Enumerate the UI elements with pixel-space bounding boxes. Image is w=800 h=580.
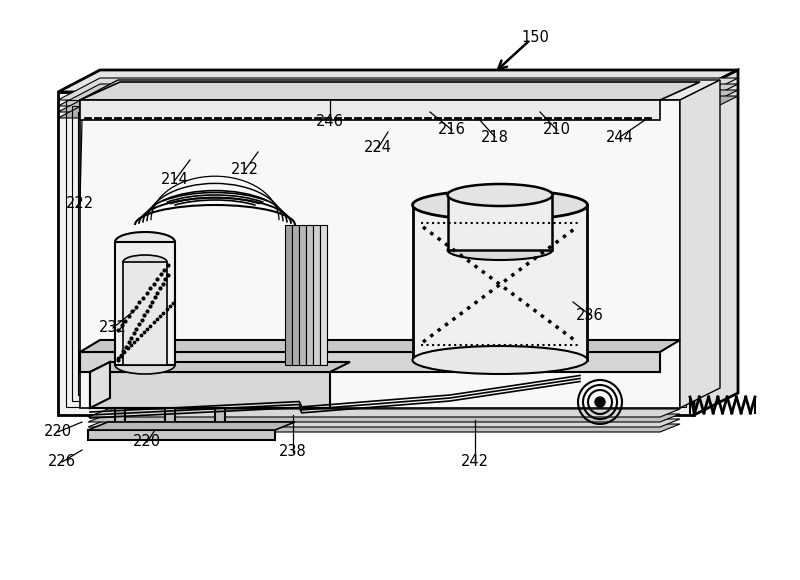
Polygon shape — [123, 262, 167, 365]
Text: 238: 238 — [279, 444, 307, 459]
Polygon shape — [80, 352, 660, 372]
Text: 246: 246 — [316, 114, 344, 129]
Polygon shape — [448, 195, 552, 250]
Polygon shape — [58, 78, 738, 100]
Polygon shape — [90, 362, 350, 372]
Ellipse shape — [413, 346, 587, 374]
Polygon shape — [313, 225, 320, 365]
Text: 232: 232 — [99, 321, 127, 335]
Polygon shape — [58, 92, 694, 415]
Polygon shape — [58, 90, 738, 112]
Ellipse shape — [115, 232, 175, 252]
Polygon shape — [58, 84, 738, 106]
Polygon shape — [215, 408, 225, 432]
Text: 236: 236 — [576, 307, 604, 322]
Text: 222: 222 — [66, 195, 94, 211]
Ellipse shape — [447, 240, 553, 260]
Text: 244: 244 — [606, 129, 634, 144]
Polygon shape — [88, 414, 680, 422]
Polygon shape — [115, 408, 125, 432]
Polygon shape — [88, 424, 680, 432]
Ellipse shape — [413, 190, 587, 220]
Text: 218: 218 — [481, 129, 509, 144]
Text: 224: 224 — [364, 140, 392, 155]
Text: 220: 220 — [44, 425, 72, 440]
Polygon shape — [88, 422, 295, 430]
Polygon shape — [694, 70, 738, 415]
Polygon shape — [90, 372, 330, 408]
Polygon shape — [292, 225, 299, 365]
Polygon shape — [88, 419, 680, 427]
Polygon shape — [413, 205, 587, 360]
Polygon shape — [90, 362, 110, 408]
Ellipse shape — [447, 184, 553, 206]
Polygon shape — [80, 340, 680, 352]
Text: 216: 216 — [438, 122, 466, 137]
Text: 210: 210 — [543, 122, 571, 137]
Ellipse shape — [115, 356, 175, 374]
Text: 214: 214 — [161, 172, 189, 187]
Polygon shape — [58, 96, 738, 118]
Polygon shape — [299, 225, 306, 365]
Polygon shape — [306, 225, 313, 365]
Polygon shape — [80, 100, 660, 120]
Text: 242: 242 — [461, 455, 489, 469]
Polygon shape — [88, 430, 275, 440]
Polygon shape — [80, 100, 680, 408]
Polygon shape — [88, 409, 680, 417]
Polygon shape — [58, 70, 738, 92]
Text: 212: 212 — [231, 162, 259, 177]
Polygon shape — [320, 225, 327, 365]
Polygon shape — [80, 80, 720, 100]
Text: 226: 226 — [48, 455, 76, 469]
Polygon shape — [285, 225, 292, 365]
Polygon shape — [165, 408, 175, 432]
Text: 150: 150 — [521, 30, 549, 45]
Polygon shape — [80, 82, 700, 100]
Polygon shape — [680, 80, 720, 408]
Text: 220: 220 — [133, 434, 161, 450]
Circle shape — [595, 397, 605, 407]
Ellipse shape — [123, 255, 167, 269]
Polygon shape — [115, 242, 175, 365]
